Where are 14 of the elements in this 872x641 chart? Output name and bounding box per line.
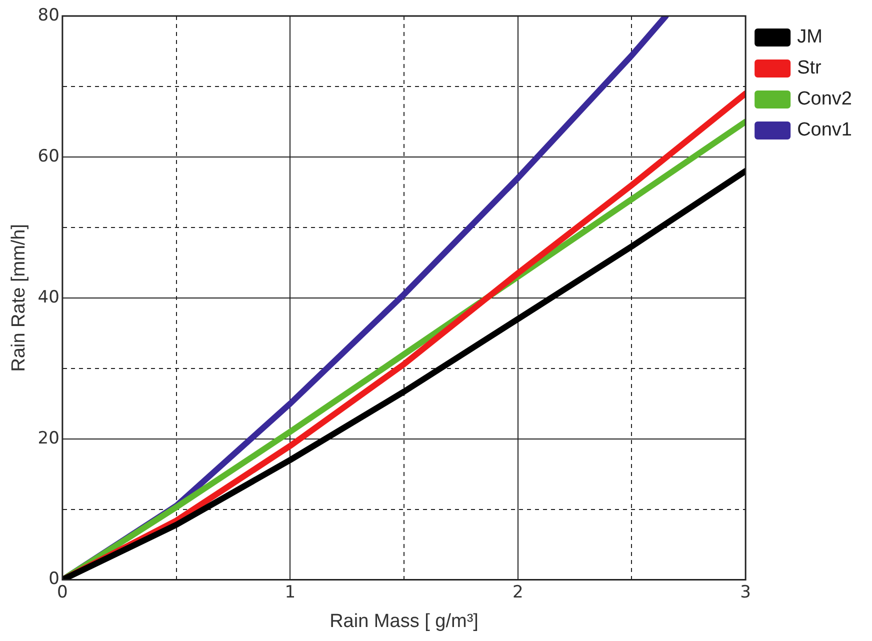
legend-label: Str bbox=[797, 58, 822, 79]
x-axis-title: Rain Mass [ g/m³] bbox=[330, 610, 478, 632]
x-tick-label: 1 bbox=[284, 582, 296, 602]
y-tick-label: 60 bbox=[38, 146, 60, 166]
x-tick-label: 3 bbox=[740, 582, 751, 602]
x-tick-label: 2 bbox=[512, 582, 524, 602]
legend-label: Conv1 bbox=[797, 120, 852, 141]
legend-label: JM bbox=[797, 26, 822, 48]
y-tick-label: 20 bbox=[38, 428, 60, 448]
y-tick-label: 80 bbox=[38, 5, 60, 26]
y-axis-title: Rain Rate [mm/h] bbox=[8, 224, 30, 372]
y-tick-label: 40 bbox=[38, 287, 60, 308]
legend-label: Conv2 bbox=[797, 88, 852, 110]
y-tick-label: 0 bbox=[48, 569, 60, 590]
